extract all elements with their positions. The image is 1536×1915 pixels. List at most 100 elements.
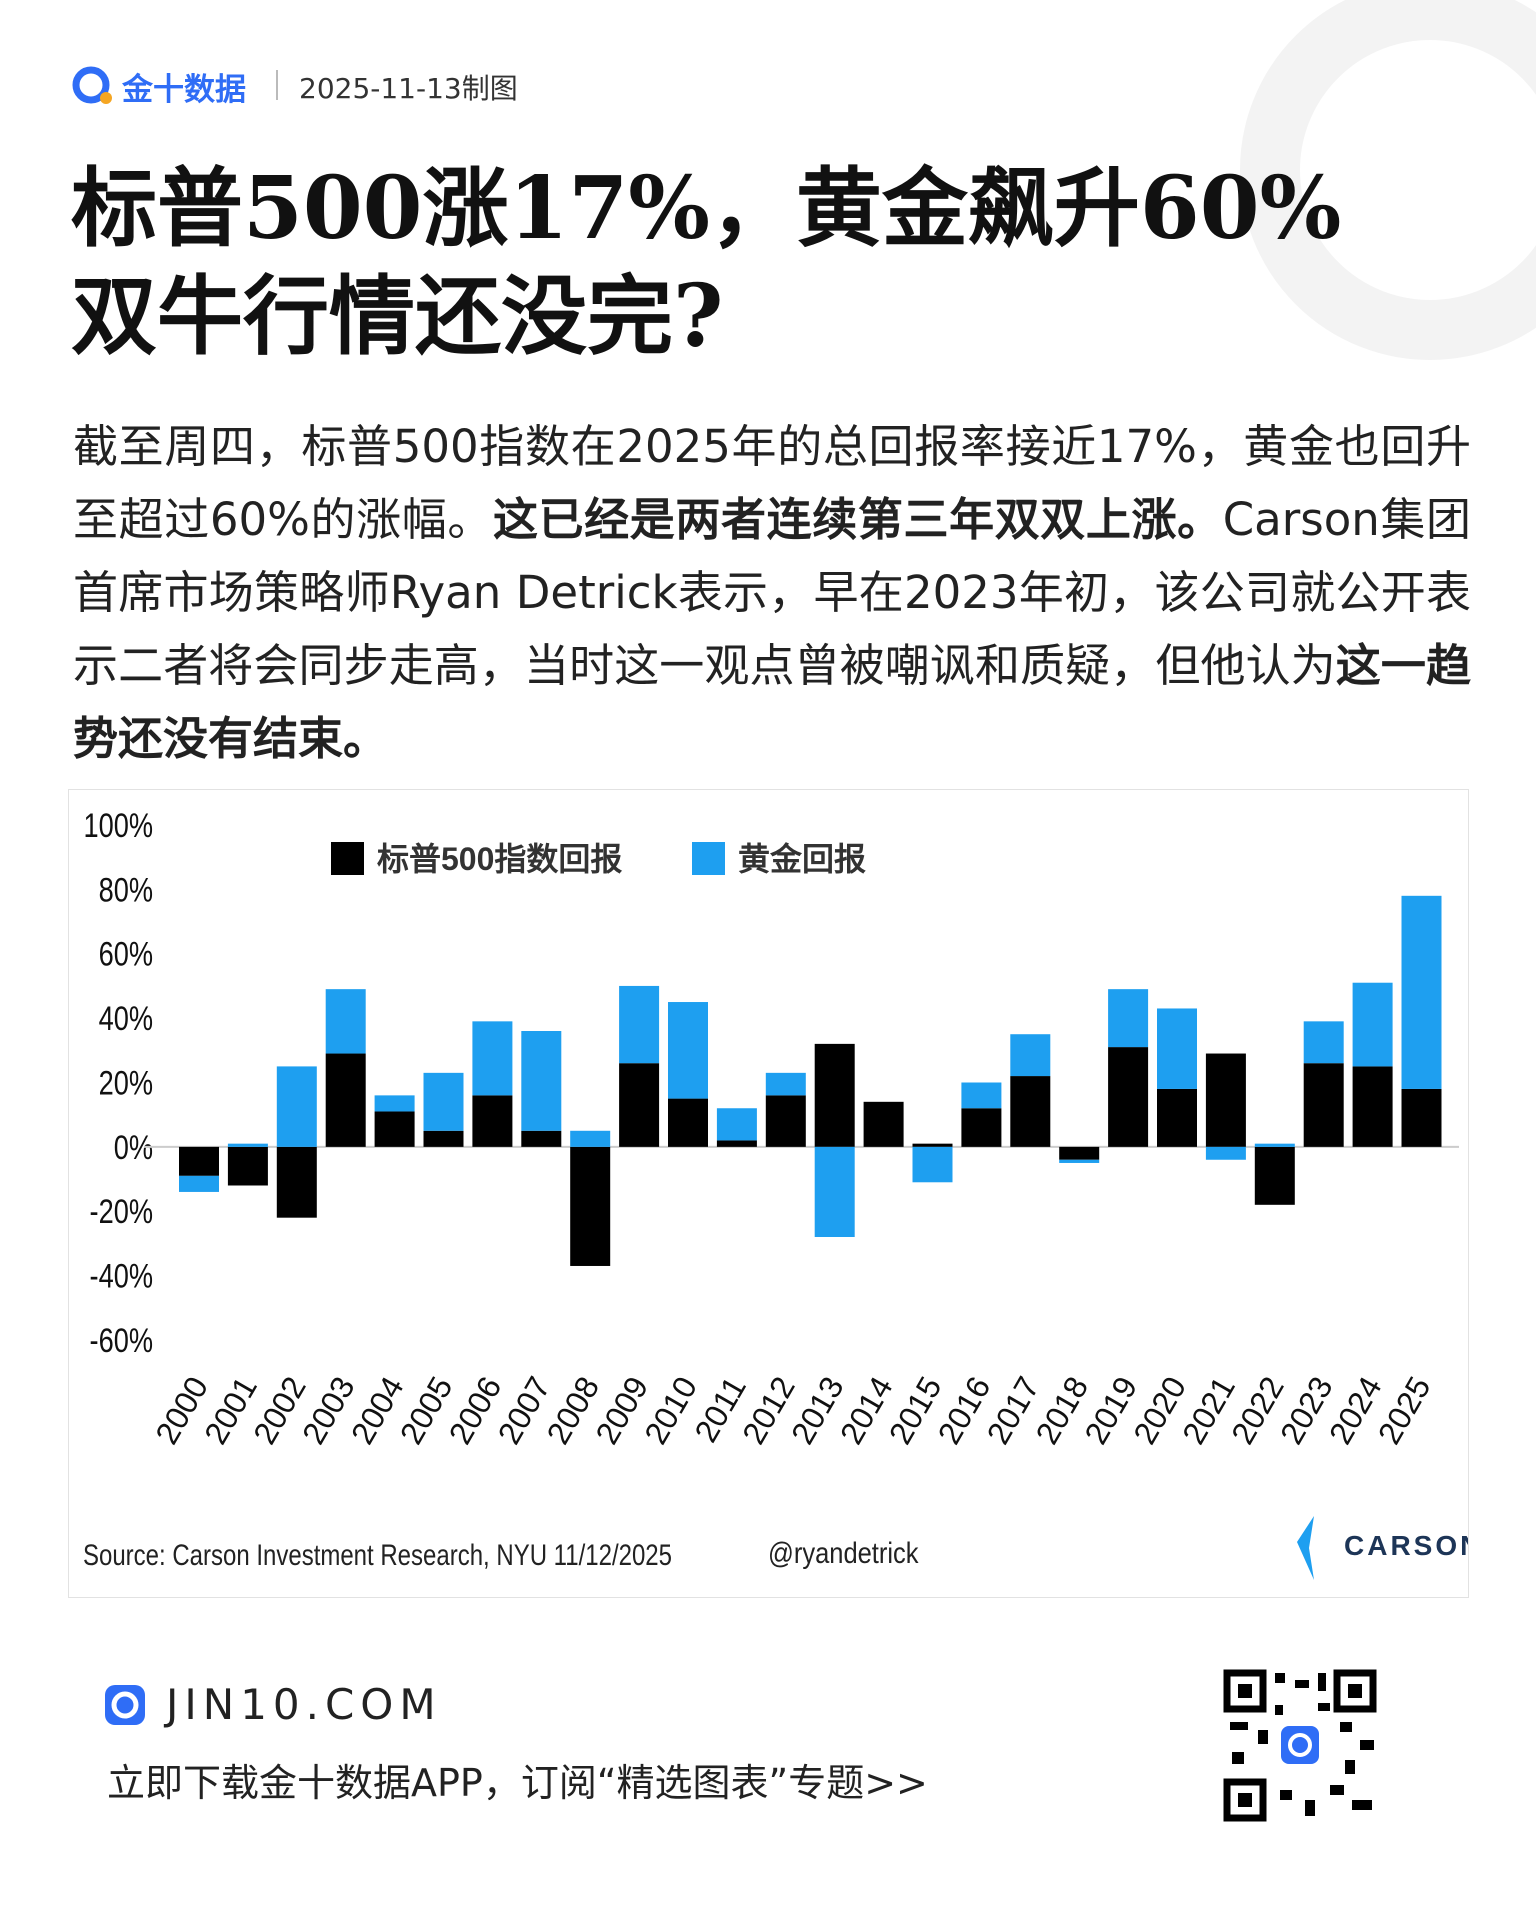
article-text: 这已经是两者连续第三年双双上涨。 — [492, 493, 1223, 546]
bar — [1108, 989, 1149, 1048]
bar — [765, 1095, 806, 1147]
bar — [863, 1101, 904, 1147]
x-tick-label: 2000 — [148, 1371, 215, 1451]
bar — [1303, 1021, 1344, 1064]
article-text: 截至周四，标普500指数在2025年的总回报率接近17%，黄金也回升至超过60%… — [73, 420, 1471, 546]
site-icon — [105, 1685, 145, 1725]
bar — [179, 1175, 219, 1192]
y-tick-label: -60% — [90, 1321, 153, 1360]
x-tick-label: 2017 — [980, 1371, 1047, 1451]
x-tick-label: 2021 — [1175, 1371, 1242, 1451]
x-tick-label: 2020 — [1126, 1371, 1193, 1451]
site: JIN10.COM — [166, 1680, 442, 1729]
bar — [374, 1111, 415, 1147]
y-tick-label: 20% — [99, 1064, 153, 1103]
legend-swatch — [331, 842, 364, 875]
x-tick-label: 2022 — [1224, 1371, 1291, 1451]
source: Source: Carson Investment Research, NYU … — [83, 1537, 672, 1571]
title-line: 双牛行情还没完? — [71, 266, 724, 367]
bar — [619, 985, 660, 1064]
bar — [1205, 1146, 1246, 1160]
bar — [912, 1143, 953, 1147]
bar — [1352, 1066, 1393, 1147]
bar — [472, 1021, 513, 1096]
x-tick-label: 2003 — [295, 1371, 362, 1451]
bar — [668, 1098, 708, 1147]
bar — [521, 1031, 562, 1131]
bar — [1205, 1053, 1246, 1147]
x-tick-label: 2013 — [784, 1371, 851, 1451]
brand-icon-dot — [100, 92, 112, 104]
bar — [423, 1072, 464, 1131]
handle: @ryandetrick — [768, 1536, 919, 1569]
separator — [276, 70, 278, 100]
legend-swatch — [692, 842, 725, 875]
bar — [1303, 1063, 1344, 1147]
bar — [814, 1146, 855, 1237]
bar — [1401, 1088, 1442, 1147]
bar — [570, 1146, 611, 1266]
bar — [227, 1143, 268, 1147]
call-to-action: 立即下载金十数据APP，订阅“精选图表”专题>> — [107, 1761, 928, 1805]
bar — [1059, 1146, 1100, 1160]
x-tick-label: 2016 — [931, 1371, 998, 1451]
bar — [1157, 1008, 1197, 1089]
bar — [521, 1130, 562, 1147]
bar — [423, 1130, 464, 1147]
article-text: 这一趋势还没有结束。 — [73, 639, 1471, 765]
y-tick-label: -40% — [90, 1257, 153, 1296]
x-tick-label: 2001 — [197, 1371, 264, 1451]
bar — [716, 1108, 757, 1141]
bar — [961, 1108, 1002, 1147]
bar — [276, 1146, 317, 1218]
x-tick-label: 2018 — [1028, 1371, 1095, 1451]
x-tick-label: 2009 — [588, 1371, 655, 1451]
bar — [716, 1140, 757, 1147]
bar — [1010, 1076, 1051, 1147]
x-tick-label: 2019 — [1077, 1371, 1144, 1451]
x-tick-label: 2023 — [1273, 1371, 1340, 1451]
y-tick-label: -20% — [90, 1192, 153, 1231]
legend-label: 黄金回报 — [738, 841, 866, 877]
article: 截至周四，标普500指数在2025年的总回报率接近17%，黄金也回升至超过60%… — [73, 410, 1471, 775]
bar — [765, 1072, 806, 1096]
x-tick-label: 2002 — [246, 1371, 313, 1451]
y-tick-label: 80% — [99, 870, 153, 909]
y-tick-label: 40% — [99, 999, 153, 1038]
x-tick-label: 2012 — [735, 1371, 802, 1451]
bar — [179, 1146, 219, 1176]
qr-code — [1223, 1669, 1377, 1822]
bar — [325, 989, 366, 1054]
bar — [1010, 1034, 1051, 1077]
x-tick-label: 2005 — [393, 1371, 460, 1451]
bar — [276, 1066, 317, 1147]
legend-label: 标普500指数回报 — [377, 841, 622, 877]
bar — [1157, 1088, 1197, 1147]
y-tick-label: 100% — [83, 806, 153, 845]
chart: 100%80%60%40%20%0%-20%-40%-60%2000200120… — [68, 789, 1469, 1598]
x-tick-label: 2007 — [491, 1371, 558, 1451]
bar — [227, 1146, 268, 1186]
bar — [912, 1146, 953, 1183]
bar — [1352, 982, 1393, 1067]
bar — [668, 1002, 708, 1099]
logo-mark — [1297, 1516, 1314, 1580]
y-tick-label: 60% — [99, 935, 153, 974]
bar — [1108, 1047, 1149, 1147]
brand: 金十数据 — [122, 72, 246, 108]
bar — [570, 1130, 611, 1147]
title-line: 标普500涨17%，黄金飙升60% — [71, 158, 1342, 259]
x-tick-label: 2015 — [882, 1371, 949, 1451]
bar — [619, 1063, 660, 1147]
bar — [472, 1095, 513, 1147]
article-text: Carson集团首席市场策略师Ryan Detrick表示，早在2023年初，该… — [73, 493, 1471, 692]
bar — [374, 1095, 415, 1112]
title: 标普500涨17%，黄金飙升60% 双牛行情还没完? — [71, 155, 1491, 371]
x-tick-label: 2008 — [539, 1371, 606, 1451]
bar — [1059, 1159, 1100, 1163]
x-tick-label: 2006 — [442, 1371, 509, 1451]
x-tick-label: 2004 — [344, 1371, 411, 1451]
x-tick-label: 2025 — [1371, 1371, 1438, 1451]
